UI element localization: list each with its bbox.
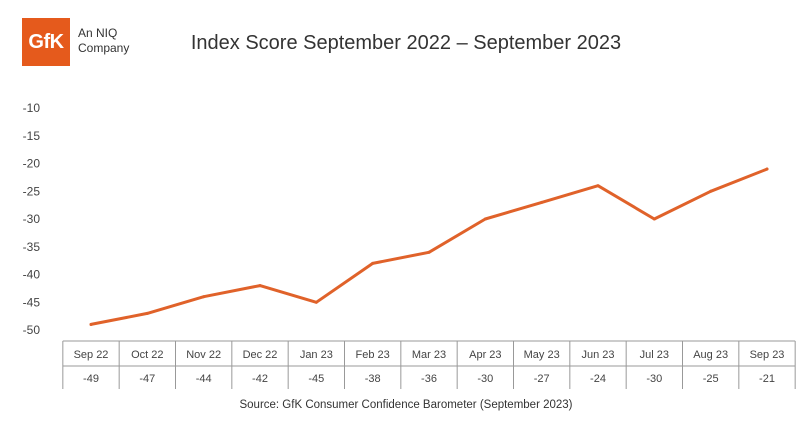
table-value-label: -42 [252, 373, 268, 385]
company-tagline: An NIQ Company [78, 26, 148, 56]
data-point [483, 217, 487, 221]
data-point [596, 184, 600, 188]
data-point [540, 200, 544, 204]
data-point [145, 311, 149, 315]
data-point [258, 284, 262, 288]
table-value-label: -49 [83, 373, 99, 385]
table-value-label: -25 [703, 373, 719, 385]
data-point [371, 261, 375, 265]
x-category-label: Feb 23 [356, 349, 390, 361]
y-tick-label: -20 [23, 157, 41, 171]
table-value-label: -47 [139, 373, 155, 385]
x-category-label: Jun 23 [581, 349, 614, 361]
index-score-line [89, 167, 769, 326]
data-point [709, 189, 713, 193]
x-category-label: Sep 22 [74, 349, 109, 361]
series-line-group [89, 167, 769, 326]
data-point [427, 250, 431, 254]
table-value-label: -30 [646, 373, 662, 385]
x-category-label: Jul 23 [640, 349, 669, 361]
data-point [314, 300, 318, 304]
x-category-label: Nov 22 [186, 349, 221, 361]
x-category-label: Apr 23 [469, 349, 501, 361]
logo-text: GfK [28, 30, 64, 53]
table-value-label: -27 [534, 373, 550, 385]
table-value-label: -24 [590, 373, 606, 385]
x-category-label: Sep 23 [750, 349, 785, 361]
chart-title: Index Score September 2022 – September 2… [190, 32, 622, 54]
y-tick-label: -30 [23, 212, 41, 226]
gfk-logo: GfK [22, 18, 70, 66]
y-tick-label: -25 [23, 184, 41, 198]
y-tick-label: -40 [23, 268, 41, 282]
y-tick-label: -10 [23, 101, 41, 115]
company-line-2: Company [78, 41, 130, 55]
x-category-label: Aug 23 [693, 349, 728, 361]
y-axis: -10 -15 -20 -25 -30 -35 -40 -45 -50 [23, 101, 41, 337]
data-point [89, 322, 93, 326]
table-value-label: -44 [196, 373, 212, 385]
y-tick-label: -50 [23, 323, 41, 337]
x-category-label: Mar 23 [412, 349, 446, 361]
table-value-label: -45 [308, 373, 324, 385]
x-category-label: May 23 [524, 349, 560, 361]
x-category-label: Jan 23 [300, 349, 333, 361]
x-category-label: Oct 22 [131, 349, 163, 361]
source-note: Source: GfK Consumer Confidence Baromete… [239, 399, 573, 411]
data-point [202, 295, 206, 299]
y-tick-label: -35 [23, 240, 41, 254]
data-table: Sep 22 -49 Oct 22 -47 Nov 22 -44 Dec 22 -42 Jan … [62, 340, 796, 389]
data-point [765, 167, 769, 171]
table-value-label: -38 [365, 373, 381, 385]
company-line-1: An NIQ [78, 26, 118, 40]
table-value-label: -21 [759, 373, 775, 385]
y-tick-label: -45 [23, 295, 41, 309]
data-point [652, 217, 656, 221]
y-tick-label: -15 [23, 129, 41, 143]
table-value-label: -30 [477, 373, 493, 385]
table-value-label: -36 [421, 373, 437, 385]
x-category-label: Dec 22 [243, 349, 278, 361]
